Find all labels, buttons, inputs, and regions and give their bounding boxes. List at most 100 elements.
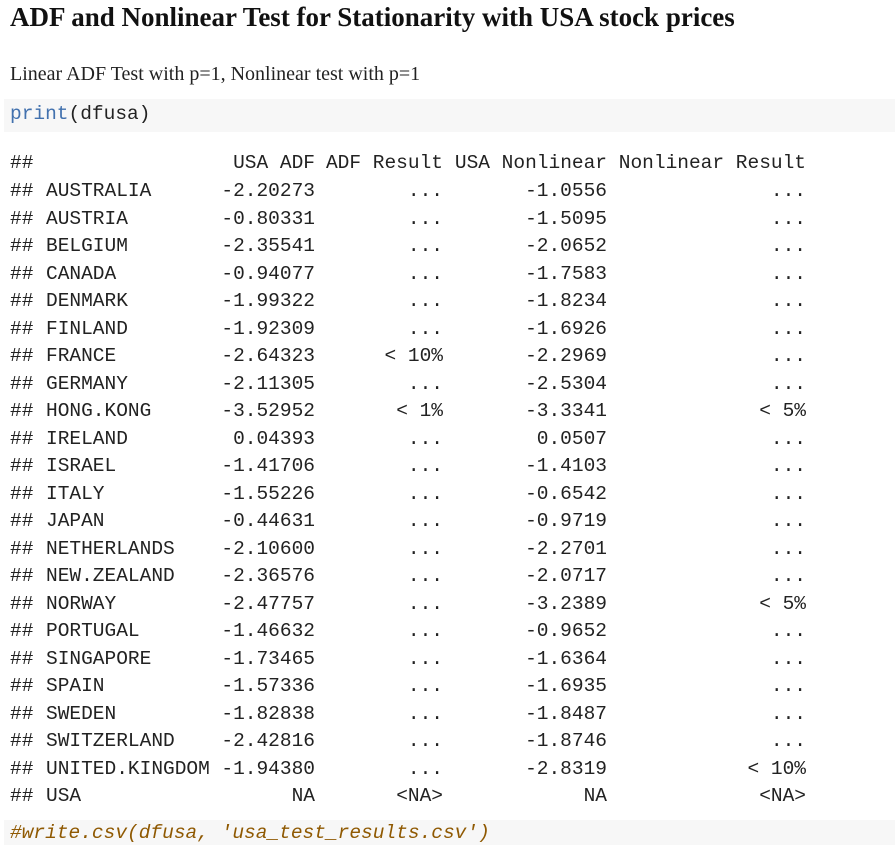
cell: -1.57336: [221, 675, 315, 697]
cell: -3.2389: [525, 592, 607, 615]
cell: ...: [407, 757, 443, 780]
code-block: [4, 820, 895, 845]
prompt: ##: [10, 620, 34, 642]
row-label: PORTUGAL: [46, 620, 140, 642]
cell: ...: [770, 675, 806, 697]
cell: -2.0652: [525, 235, 607, 257]
cell: <NA>: [396, 785, 443, 807]
cell: -2.11305: [221, 372, 315, 395]
prompt: ##: [10, 785, 34, 807]
cell: ...: [407, 647, 443, 670]
cell: ...: [407, 317, 443, 340]
prompt: ##: [10, 262, 34, 285]
cell: -2.8319: [525, 757, 607, 780]
cell: ...: [770, 262, 806, 285]
prompt: ##: [10, 180, 34, 202]
cell: < 10%: [747, 757, 806, 780]
row-label: DENMARK: [46, 290, 128, 312]
row-label: CANADA: [46, 262, 117, 285]
cell: -1.8234: [525, 290, 607, 312]
cell: ...: [407, 565, 443, 587]
cell: NA: [291, 785, 315, 807]
cell: ...: [407, 482, 443, 505]
cell: -1.92309: [221, 317, 315, 340]
row-label: SWEDEN: [46, 702, 117, 725]
row-label: UNITED.KINGDOM: [46, 757, 210, 780]
cell: -1.73465: [221, 647, 315, 670]
cell: ...: [407, 510, 443, 532]
cell: < 5%: [759, 592, 806, 615]
cell: -1.46632: [221, 620, 315, 642]
row-label: ISRAEL: [46, 455, 117, 477]
prompt: ##: [10, 510, 34, 532]
row-label: AUSTRALIA: [46, 180, 152, 202]
prompt: ##: [10, 152, 34, 174]
cell: -1.6935: [525, 675, 607, 697]
code-function: print: [10, 103, 69, 125]
row-label: IRELAND: [46, 427, 128, 450]
cell: ...: [770, 427, 806, 450]
title: ADF and Nonlinear Test for Stationarity …: [10, 2, 735, 32]
cell: -1.99322: [221, 290, 315, 312]
prompt: ##: [10, 427, 34, 450]
row-label: NEW.ZEALAND: [46, 565, 175, 587]
cell: -1.4103: [525, 455, 607, 477]
cell: -1.5095: [525, 207, 607, 230]
cell: -0.9652: [525, 620, 607, 642]
cell: ...: [770, 290, 806, 312]
cell: -2.42816: [221, 730, 315, 752]
cell: ...: [407, 537, 443, 560]
cell: ...: [770, 537, 806, 560]
row-label: SWITZERLAND: [46, 730, 175, 752]
cell: < 5%: [759, 400, 806, 422]
cell: 0.04393: [233, 427, 315, 450]
cell: ...: [770, 207, 806, 230]
cell: ...: [407, 702, 443, 725]
cell: ...: [407, 290, 443, 312]
cell: ...: [770, 702, 806, 725]
cell: ...: [407, 262, 443, 285]
cell: -1.8487: [525, 702, 607, 725]
cell: ...: [407, 372, 443, 395]
prompt: ##: [10, 235, 34, 257]
cell: -1.6926: [525, 317, 607, 340]
subtitle: Linear ADF Test with p=1, Nonlinear test…: [10, 63, 421, 85]
row-label: HONG.KONG: [46, 400, 152, 422]
cell: ...: [407, 730, 443, 752]
cell: ...: [770, 345, 806, 367]
cell: ...: [770, 620, 806, 642]
cell: ...: [407, 207, 443, 230]
cell: -2.35541: [221, 235, 315, 257]
cell: ...: [407, 592, 443, 615]
row-label: AUSTRIA: [46, 207, 128, 230]
cell: -1.82838: [221, 702, 315, 725]
cell: ...: [407, 180, 443, 202]
prompt: ##: [10, 400, 34, 422]
cell: -2.36576: [221, 565, 315, 587]
cell: ...: [770, 317, 806, 340]
cell: -1.6364: [525, 647, 607, 670]
cell: -2.0717: [525, 565, 607, 587]
cell: < 1%: [396, 400, 443, 422]
cell: ...: [407, 675, 443, 697]
cell: -2.2701: [525, 537, 607, 560]
prompt: ##: [10, 482, 34, 505]
cell: -2.64323: [221, 345, 315, 367]
prompt: ##: [10, 675, 34, 697]
code-block: [4, 99, 895, 132]
cell: -1.0556: [525, 180, 607, 202]
cell: ...: [770, 647, 806, 670]
prompt: ##: [10, 345, 34, 367]
prompt: ##: [10, 702, 34, 725]
comment-line: #write.csv(dfusa, 'usa_test_results.csv'…: [10, 822, 490, 844]
row-label: USA: [46, 785, 82, 807]
cell: -3.52952: [221, 400, 315, 422]
prompt: ##: [10, 317, 34, 340]
cell: -0.6542: [525, 482, 607, 505]
cell: NA: [583, 785, 607, 807]
row-label: SINGAPORE: [46, 647, 152, 670]
prompt: ##: [10, 647, 34, 670]
row-label: NORWAY: [46, 592, 117, 615]
cell: -0.80331: [221, 207, 315, 230]
cell: ...: [770, 455, 806, 477]
